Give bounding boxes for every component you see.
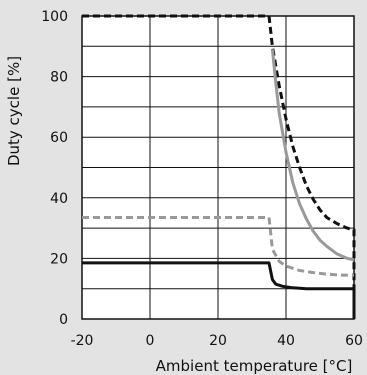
x-axis-title: Ambient temperature [°C] xyxy=(156,357,353,375)
x-tick-label: 60 xyxy=(345,333,363,349)
grid-lines xyxy=(82,16,354,319)
series-line-1 xyxy=(82,14,356,319)
x-tick-label: -20 xyxy=(71,333,94,349)
y-tick-label: 80 xyxy=(50,70,68,86)
y-tick-label: 0 xyxy=(59,312,68,328)
y-axis-title: Duty cycle [%] xyxy=(5,56,23,166)
y-tick-label: 100 xyxy=(41,9,68,25)
y-tick-label: 20 xyxy=(50,251,68,267)
series-line-4 xyxy=(82,261,356,319)
series-group xyxy=(82,14,356,319)
x-tick-label: 40 xyxy=(277,333,295,349)
x-tick-label: 0 xyxy=(146,333,155,349)
y-tick-label: 60 xyxy=(50,130,68,146)
y-tick-labels: 0 20 40 60 80 100 xyxy=(41,9,68,328)
x-tick-label: 20 xyxy=(209,333,227,349)
x-tick-labels: -20 0 20 40 60 xyxy=(71,333,363,349)
series-line-2 xyxy=(270,49,355,262)
y-tick-label: 40 xyxy=(50,191,68,207)
series-line-3 xyxy=(82,216,354,277)
